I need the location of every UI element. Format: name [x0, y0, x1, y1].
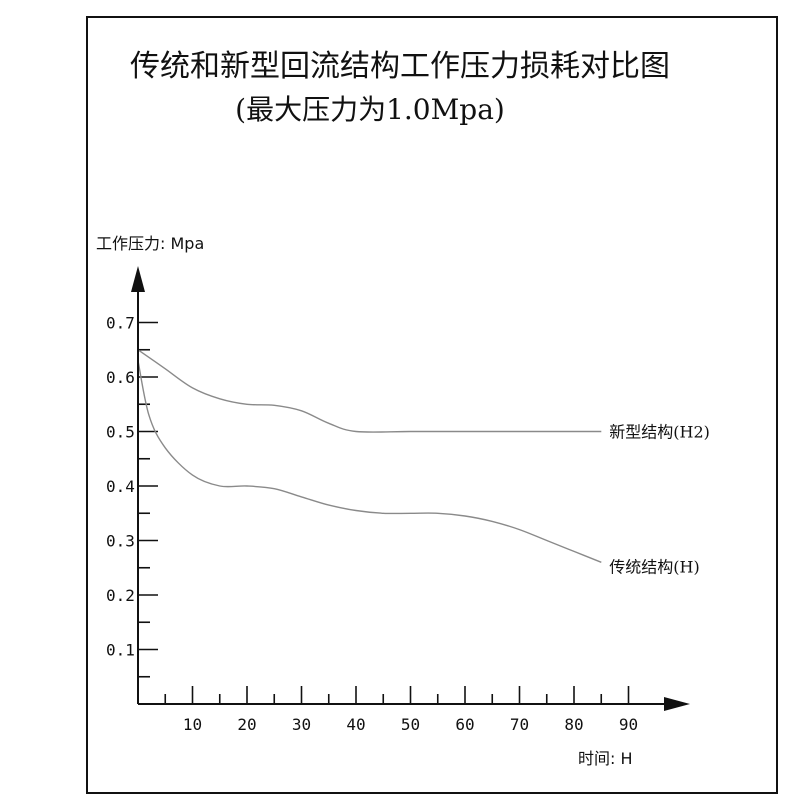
y-tick-label: 0.1	[106, 641, 135, 660]
x-tick-label: 40	[346, 715, 365, 734]
chart-title: 传统和新型回流结构工作压力损耗对比图	[130, 49, 670, 84]
y-tick-label: 0.4	[106, 477, 135, 496]
y-tick-label: 0.6	[106, 368, 135, 387]
series-label-new-structure: 新型结构(H2)	[609, 423, 710, 442]
chart-subtitle: (最大压力为1.0Mpa)	[235, 93, 505, 126]
series-line-traditional-structure	[137, 360, 602, 563]
tick-layer: 0.1 0.2 0.3 0.4 0.5 0.6 0.7 10 20 30 40 50 60 70 80 90	[106, 314, 638, 735]
x-axis-label: 时间: H	[578, 749, 633, 768]
x-tick-label: 80	[564, 715, 583, 734]
x-tick-label: 50	[401, 715, 420, 734]
y-tick-label: 0.3	[106, 532, 135, 551]
x-tick-label: 70	[510, 715, 529, 734]
series-label-traditional-structure: 传统结构(H)	[609, 557, 699, 576]
x-tick-label: 10	[183, 715, 202, 734]
x-tick-label: 60	[455, 715, 474, 734]
y-tick-label: 0.5	[106, 423, 135, 442]
chart-frame	[86, 16, 778, 794]
y-tick-label: 0.7	[106, 314, 135, 333]
x-tick-label: 30	[292, 715, 311, 734]
x-axis-arrow-icon	[664, 697, 690, 711]
x-tick-label: 20	[237, 715, 256, 734]
y-axis-arrow-icon	[131, 266, 145, 292]
y-axis-label: 工作压力: Mpa	[96, 234, 204, 253]
series-line-new-structure	[137, 349, 602, 433]
y-tick-label: 0.2	[106, 586, 135, 605]
series-layer: 新型结构(H2) 传统结构(H)	[137, 349, 710, 576]
x-tick-label: 90	[619, 715, 638, 734]
